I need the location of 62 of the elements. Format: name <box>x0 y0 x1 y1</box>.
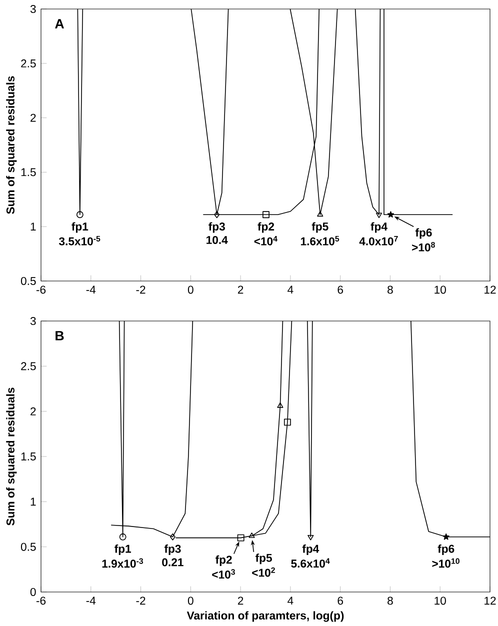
annotation: fp3 <box>164 544 181 556</box>
x-tick-label: 0 <box>188 596 194 605</box>
annotation: 1.9x10$^{-3}$ <box>102 558 144 568</box>
text: A <box>55 19 64 28</box>
annotation: fp1 <box>72 222 88 233</box>
y-tick-label: 1 <box>30 498 36 506</box>
annotation: <10$^{4}$ <box>254 236 278 246</box>
x-tick-label: 4 <box>288 286 294 294</box>
y-axis-title: Sum of squared residuals <box>6 388 17 526</box>
x-tick-label: 0 <box>188 286 194 294</box>
x-tick-label: -2 <box>136 596 146 605</box>
annotation: fp4 <box>302 544 320 556</box>
x-tick-label: 4 <box>288 596 294 605</box>
x-tick-label: 6 <box>338 286 343 294</box>
annotation: >10$^{8}$ <box>412 242 435 252</box>
y-tick-label: 0 <box>30 588 36 596</box>
annotation: 1.6x10$^{5}$ <box>300 236 340 246</box>
y-tick-label: 2 <box>30 407 36 416</box>
y-tick-label: 2.5 <box>21 59 36 68</box>
y-tick-label: 3 <box>30 5 36 14</box>
y-tick-label: 1.5 <box>21 452 36 460</box>
y-tick-label: 2 <box>30 114 36 122</box>
annotation: fp2 <box>215 555 232 566</box>
y-tick-label: 1 <box>30 222 36 230</box>
x-tick-label: -4 <box>86 286 96 294</box>
x-tick-label: 12 <box>484 596 496 605</box>
annotation: fp6 <box>415 228 432 239</box>
annotation: fp3 <box>208 222 225 233</box>
x-tick-label: 2 <box>238 286 244 294</box>
annotation: <10$^{3}$ <box>212 569 235 579</box>
y-tick-label: 2.5 <box>21 362 36 370</box>
annotation: 10.4 <box>206 236 228 244</box>
annotation: fp2 <box>258 222 274 233</box>
annotation: fp5 <box>312 222 328 233</box>
annotation: 4.0x10$^{7}$ <box>359 236 398 246</box>
x-tick-label: -4 <box>86 596 96 605</box>
annotation: 3.5x10$^{-5}$ <box>58 236 100 246</box>
annotation: <10$^{2}$ <box>252 567 275 577</box>
y-tick-label: 0.5 <box>20 542 36 551</box>
annotation: fp4 <box>370 222 388 233</box>
x-tick-label: 8 <box>388 596 393 605</box>
x-tick-label: -6 <box>36 596 46 605</box>
annotation: 5.6x10$^{4}$ <box>291 558 330 568</box>
x-tick-label: 8 <box>388 286 393 294</box>
text: B <box>56 331 64 340</box>
annotation: fp1 <box>114 544 131 556</box>
annotation: fp6 <box>438 544 454 556</box>
y-tick-label: 1.5 <box>21 168 36 176</box>
y-tick-label: 3 <box>30 317 36 326</box>
x-axis-title: Variation of paramters, log(p) <box>186 611 344 622</box>
x-tick-label: 6 <box>338 596 343 605</box>
x-tick-label: 10 <box>434 286 446 294</box>
x-tick-label: 10 <box>434 596 446 605</box>
x-tick-label: 12 <box>484 286 496 294</box>
x-tick-label: -6 <box>36 286 46 294</box>
annotation: 0.21 <box>162 558 184 566</box>
annotation: fp5 <box>255 554 272 564</box>
annotation: >10$^{10}$ <box>432 558 460 568</box>
x-tick-label: 2 <box>238 596 244 605</box>
y-tick-label: 0.5 <box>20 276 36 286</box>
x-tick-label: -2 <box>136 286 146 294</box>
y-axis-title: Sum of squared residuals <box>6 76 17 214</box>
